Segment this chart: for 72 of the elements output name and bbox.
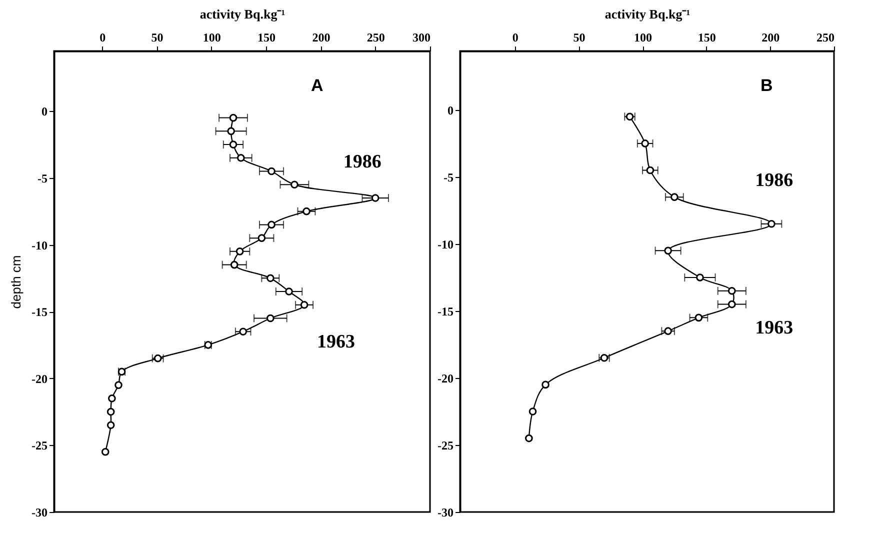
annotation: B xyxy=(760,76,773,96)
point xyxy=(114,381,122,389)
y-tick-label: -5 xyxy=(444,170,454,184)
y-tick-label: 0 xyxy=(42,104,48,119)
point xyxy=(101,448,110,456)
x-tick-label: 0 xyxy=(100,30,106,44)
y-tick-label: -30 xyxy=(438,506,454,520)
x-tick-label: 200 xyxy=(312,30,330,44)
point xyxy=(285,288,293,296)
y-tick-label: -10 xyxy=(32,238,48,252)
point xyxy=(266,314,274,322)
x-tick-label: 50 xyxy=(573,30,586,44)
point xyxy=(106,421,115,430)
annotation: A xyxy=(311,76,324,96)
x-tick-label: 0 xyxy=(512,30,518,44)
x-tick-label: 200 xyxy=(762,30,780,44)
annotation: 1963 xyxy=(755,318,794,339)
point xyxy=(290,180,298,189)
y-tick-label: -25 xyxy=(32,438,48,453)
point xyxy=(236,154,245,162)
point xyxy=(302,207,310,216)
point xyxy=(230,260,238,269)
point xyxy=(670,193,678,201)
point xyxy=(266,274,274,282)
y-tick-label: -10 xyxy=(438,237,454,252)
x-tick-label: 50 xyxy=(151,30,164,44)
y-tick-label: -30 xyxy=(32,506,48,520)
x-tick-label: 100 xyxy=(634,30,652,44)
point xyxy=(694,314,703,322)
annotation: 1986 xyxy=(755,170,794,192)
x-tick-label: 250 xyxy=(816,30,834,44)
x-tick-label: 250 xyxy=(366,30,385,44)
point xyxy=(542,380,550,389)
point xyxy=(108,394,116,402)
point xyxy=(106,408,115,416)
point xyxy=(239,328,248,336)
x-tick-label: 150 xyxy=(258,30,276,44)
point xyxy=(768,220,776,228)
y-axis-title: depth cm xyxy=(8,255,24,309)
y-tick-label: 0 xyxy=(448,103,454,118)
y-tick-label: -20 xyxy=(438,371,454,386)
x-tick-label: 100 xyxy=(202,30,221,44)
point xyxy=(236,248,244,256)
point xyxy=(525,434,533,442)
point xyxy=(696,274,704,282)
point xyxy=(229,140,238,148)
point xyxy=(728,300,736,308)
x-tick-label: 300 xyxy=(412,30,430,44)
point xyxy=(528,408,537,416)
y-tick-label: -20 xyxy=(32,372,48,386)
x-axis-title: activity Bq.kg⁻¹ xyxy=(604,6,690,22)
y-tick-label: -15 xyxy=(32,305,48,320)
y-tick-label: -25 xyxy=(438,438,454,452)
annotation: 1986 xyxy=(343,152,382,173)
annotation: 1963 xyxy=(317,331,355,352)
y-tick-label: -5 xyxy=(38,171,48,186)
point xyxy=(728,286,736,295)
y-tick-label: -15 xyxy=(438,304,454,318)
point xyxy=(371,194,380,202)
x-axis-title: activity Bq.kg⁻¹ xyxy=(200,6,286,22)
point xyxy=(664,327,672,335)
point xyxy=(268,220,276,229)
point xyxy=(154,354,162,362)
point xyxy=(229,114,238,122)
point xyxy=(664,246,672,255)
point xyxy=(268,167,276,176)
point xyxy=(646,166,654,174)
point xyxy=(641,140,649,148)
point xyxy=(227,127,235,136)
point xyxy=(300,300,308,309)
x-tick-label: 150 xyxy=(698,30,716,44)
point xyxy=(258,234,266,242)
